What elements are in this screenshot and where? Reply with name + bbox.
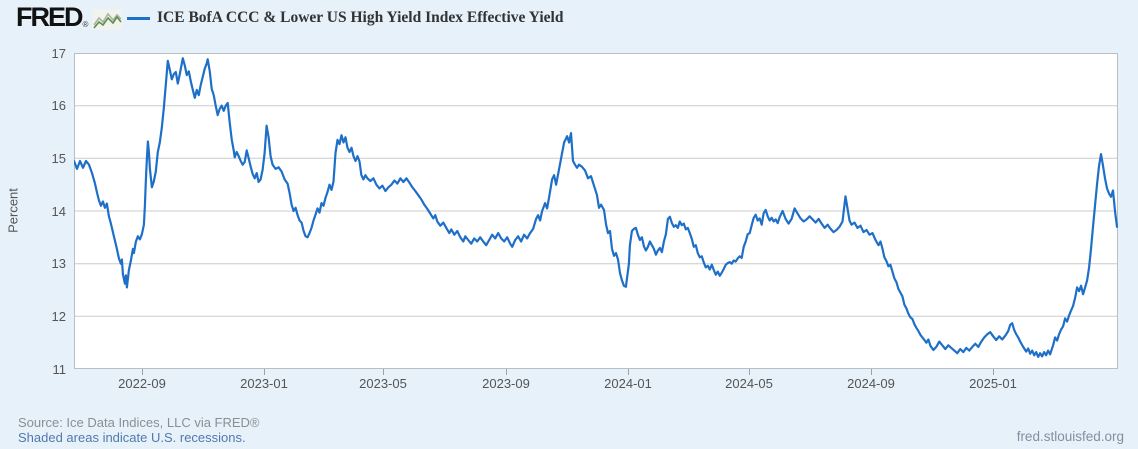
x-axis-label: 2025-01 (969, 376, 1017, 391)
x-axis-tick (264, 369, 265, 375)
chart-svg (72, 53, 1119, 369)
y-axis-label: 14 (51, 203, 66, 219)
registered-mark: ® (82, 20, 89, 29)
fred-logo[interactable]: FRED ® (16, 2, 123, 32)
plot-area[interactable] (72, 53, 1119, 369)
x-axis-tick (506, 369, 507, 375)
x-axis-tick (383, 369, 384, 375)
x-axis-tick (628, 369, 629, 375)
x-axis-label: 2024-01 (604, 376, 652, 391)
x-axis-label: 2022-09 (118, 376, 166, 391)
x-axis-tick (871, 369, 872, 375)
recessions-note-link[interactable]: Shaded areas indicate U.S. recessions. (18, 430, 246, 445)
y-axis-label: 11 (52, 361, 67, 377)
legend-series-label: ICE BofA CCC & Lower US High Yield Index… (157, 9, 564, 26)
y-axis-label: 17 (51, 45, 66, 61)
y-axis-label: 16 (51, 98, 66, 114)
x-axis-label: 2024-09 (847, 376, 895, 391)
y-axis-title: Percent (5, 188, 21, 233)
chart-legend-item[interactable]: ICE BofA CCC & Lower US High Yield Index… (127, 9, 563, 27)
y-axis-label: 12 (51, 308, 66, 324)
x-axis-tick (142, 369, 143, 375)
series-line[interactable] (72, 57, 1119, 358)
x-axis-label: 2024-05 (725, 376, 773, 391)
site-url: fred.stlouisfed.org (1016, 429, 1124, 444)
fred-sparkline-icon (92, 9, 123, 30)
fred-logo-text: FRED (16, 2, 83, 32)
plot-border (74, 53, 1118, 369)
x-axis-label: 2023-05 (359, 376, 407, 391)
legend-line-swatch (127, 16, 150, 20)
x-axis-label: 2023-09 (482, 376, 530, 391)
y-axis-label: 15 (51, 150, 66, 166)
y-axis-label: 13 (51, 256, 66, 272)
x-axis-tick (749, 369, 750, 375)
source-attribution: Source: Ice Data Indices, LLC via FRED® (18, 415, 260, 430)
x-axis-label: 2023-01 (240, 376, 288, 391)
x-axis-tick (993, 369, 994, 375)
